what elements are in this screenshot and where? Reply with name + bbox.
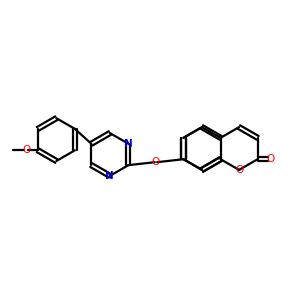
Text: O: O: [22, 145, 31, 155]
Text: O: O: [235, 165, 243, 175]
Text: N: N: [106, 171, 114, 181]
Text: N: N: [124, 139, 133, 149]
Text: O: O: [152, 157, 160, 167]
Text: O: O: [266, 154, 274, 164]
